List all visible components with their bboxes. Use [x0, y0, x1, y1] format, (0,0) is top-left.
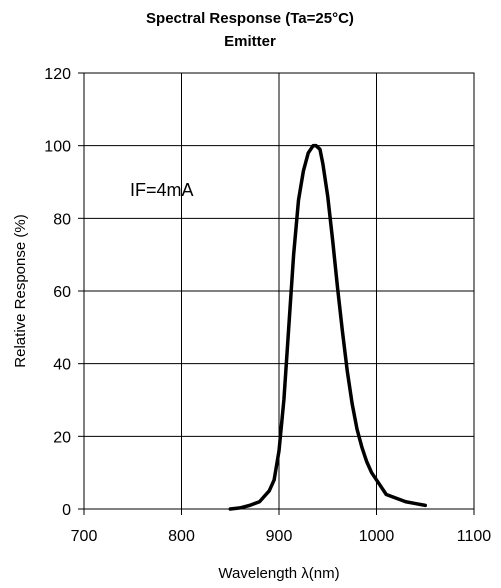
y-tick-label: 60 — [53, 284, 71, 301]
y-tick-label: 0 — [62, 502, 71, 519]
grid — [84, 73, 474, 509]
current-annotation: IF=4mA — [130, 180, 194, 200]
series-layer — [228, 143, 427, 511]
y-tick-label: 80 — [53, 211, 71, 228]
y-tick-label: 120 — [44, 66, 71, 83]
x-tick-label: 700 — [71, 528, 98, 545]
x-tick-label: 1100 — [457, 528, 492, 545]
y-tick-label: 20 — [53, 429, 71, 446]
plot-frame — [83, 72, 475, 510]
chart-title: Spectral Response (Ta=25°C) — [146, 10, 354, 27]
y-axis-label: Relative Response (%) — [12, 214, 29, 367]
chart-subtitle: Emitter — [224, 33, 276, 50]
x-tick-label: 1000 — [359, 528, 395, 545]
series-line — [228, 143, 427, 511]
tick-labels: 700 800 900 1000 1100 0 20 40 60 80 100 120 — [44, 66, 491, 545]
x-axis-label: Wavelength λ(nm) — [218, 565, 339, 582]
y-tick-label: 100 — [44, 139, 71, 156]
y-tick-label: 40 — [53, 357, 71, 374]
x-tick-label: 800 — [168, 528, 195, 545]
x-tick-label: 900 — [266, 528, 293, 545]
